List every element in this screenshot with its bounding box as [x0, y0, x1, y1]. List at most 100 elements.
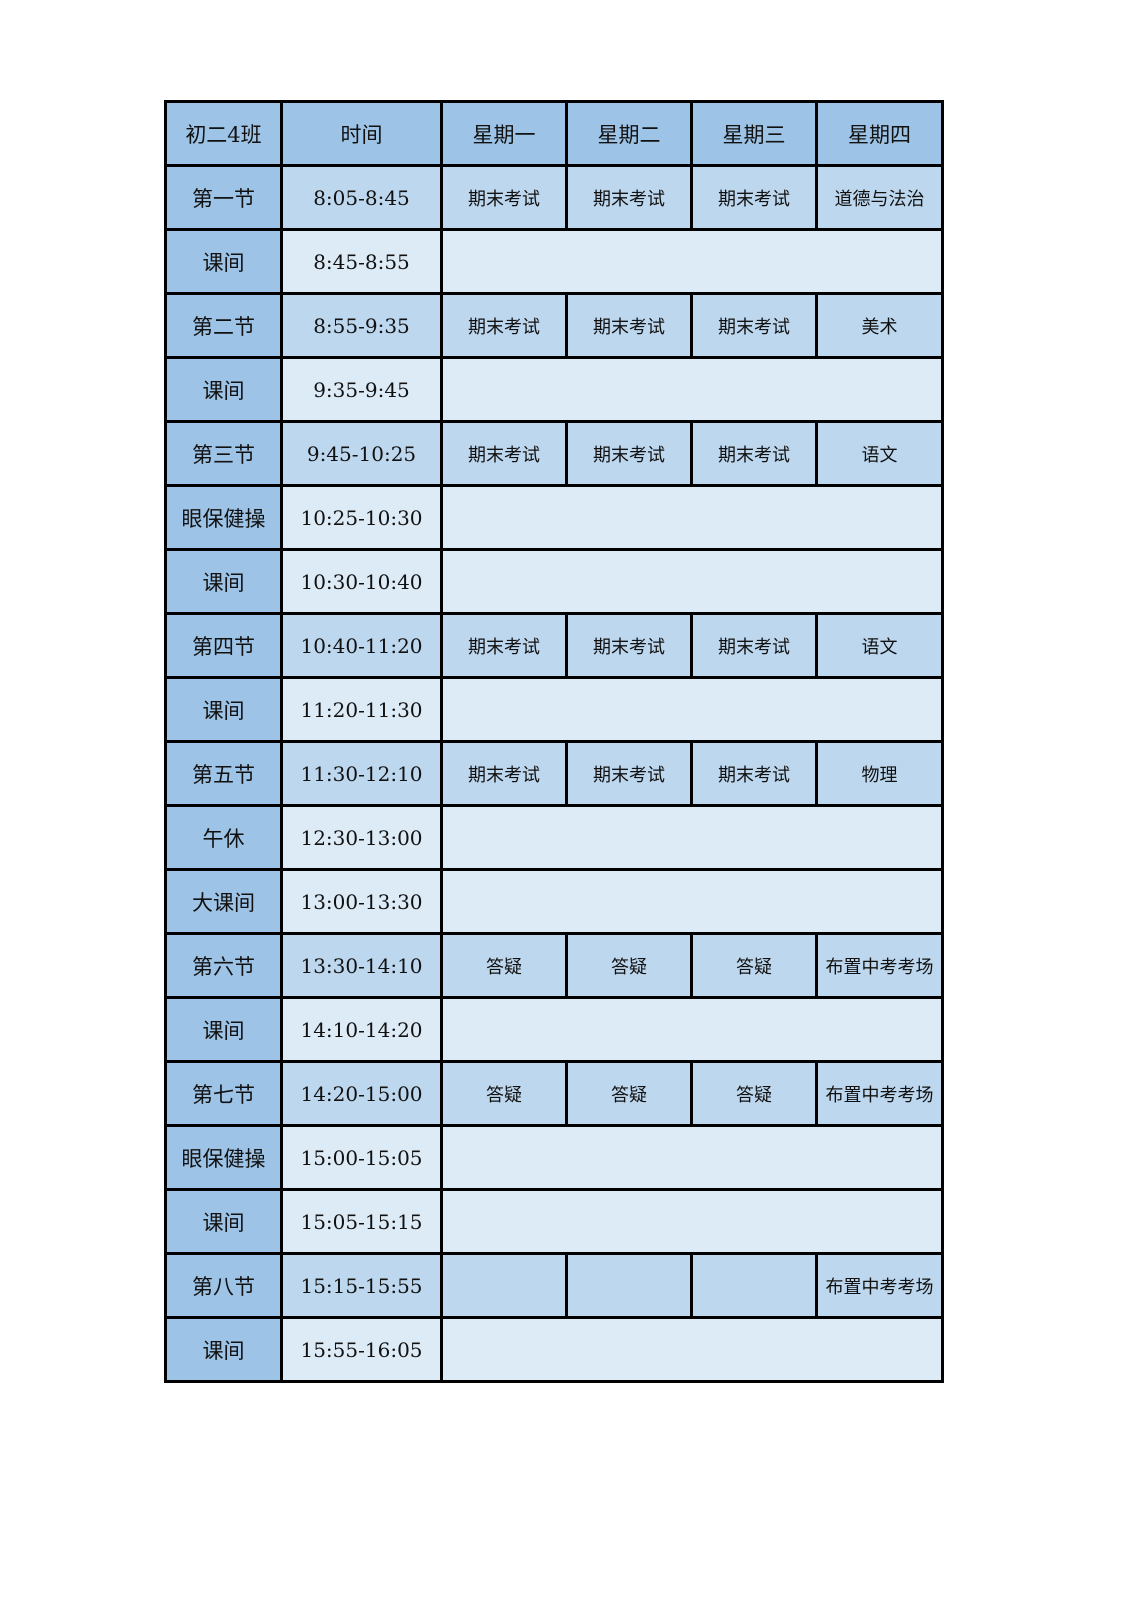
period-label: 课间 [164, 676, 283, 743]
class-row: 第五节 11:30-12:10 期末考试 期末考试 期末考试 物理 [164, 740, 944, 807]
subject-cell: 答疑 [440, 932, 568, 999]
period-label: 课间 [164, 356, 283, 423]
subject-cell: 期末考试 [565, 164, 693, 231]
period-time: 15:05-15:15 [280, 1188, 443, 1255]
period-time: 9:35-9:45 [280, 356, 443, 423]
period-time: 14:10-14:20 [280, 996, 443, 1063]
period-time: 13:00-13:30 [280, 868, 443, 935]
period-label: 课间 [164, 996, 283, 1063]
break-fill [440, 1316, 944, 1383]
subject-cell: 答疑 [565, 932, 693, 999]
break-fill [440, 356, 944, 423]
subject-cell: 答疑 [690, 932, 818, 999]
subject-cell: 美术 [815, 292, 944, 359]
period-time: 13:30-14:10 [280, 932, 443, 999]
wednesday-header: 星期三 [690, 100, 818, 167]
period-label: 第一节 [164, 164, 283, 231]
period-label: 第六节 [164, 932, 283, 999]
subject-cell: 期末考试 [565, 420, 693, 487]
subject-cell: 期末考试 [565, 612, 693, 679]
break-row: 课间 8:45-8:55 [164, 228, 944, 295]
subject-cell: 期末考试 [565, 740, 693, 807]
subject-cell: 答疑 [440, 1060, 568, 1127]
subject-cell: 期末考试 [440, 164, 568, 231]
subject-cell: 期末考试 [440, 292, 568, 359]
period-time: 10:25-10:30 [280, 484, 443, 551]
period-time: 15:15-15:55 [280, 1252, 443, 1319]
subject-cell: 布置中考考场 [815, 1060, 944, 1127]
break-row: 课间 10:30-10:40 [164, 548, 944, 615]
subject-cell [565, 1252, 693, 1319]
subject-cell: 语文 [815, 612, 944, 679]
break-row: 课间 15:05-15:15 [164, 1188, 944, 1255]
break-row: 课间 11:20-11:30 [164, 676, 944, 743]
tuesday-header: 星期二 [565, 100, 693, 167]
break-row: 眼保健操 10:25-10:30 [164, 484, 944, 551]
subject-cell [690, 1252, 818, 1319]
period-time: 15:55-16:05 [280, 1316, 443, 1383]
subject-cell: 期末考试 [690, 292, 818, 359]
class-row: 第三节 9:45-10:25 期末考试 期末考试 期末考试 语文 [164, 420, 944, 487]
subject-cell: 期末考试 [565, 292, 693, 359]
class-row: 第四节 10:40-11:20 期末考试 期末考试 期末考试 语文 [164, 612, 944, 679]
period-time: 15:00-15:05 [280, 1124, 443, 1191]
break-row: 午休 12:30-13:00 [164, 804, 944, 871]
break-fill [440, 1124, 944, 1191]
break-fill [440, 804, 944, 871]
period-label: 眼保健操 [164, 1124, 283, 1191]
period-label: 午休 [164, 804, 283, 871]
period-time: 11:30-12:10 [280, 740, 443, 807]
subject-cell [440, 1252, 568, 1319]
period-label: 课间 [164, 548, 283, 615]
break-row: 课间 15:55-16:05 [164, 1316, 944, 1383]
period-label: 大课间 [164, 868, 283, 935]
period-label: 第八节 [164, 1252, 283, 1319]
class-row: 第七节 14:20-15:00 答疑 答疑 答疑 布置中考考场 [164, 1060, 944, 1127]
period-time: 11:20-11:30 [280, 676, 443, 743]
period-time: 8:45-8:55 [280, 228, 443, 295]
subject-cell: 答疑 [690, 1060, 818, 1127]
break-fill [440, 868, 944, 935]
class-row: 第二节 8:55-9:35 期末考试 期末考试 期末考试 美术 [164, 292, 944, 359]
subject-cell: 答疑 [565, 1060, 693, 1127]
period-time: 8:05-8:45 [280, 164, 443, 231]
period-label: 眼保健操 [164, 484, 283, 551]
period-time: 10:40-11:20 [280, 612, 443, 679]
header-row: 初二4班 时间 星期一 星期二 星期三 星期四 [164, 100, 944, 167]
subject-cell: 期末考试 [690, 164, 818, 231]
period-time: 8:55-9:35 [280, 292, 443, 359]
class-row: 第八节 15:15-15:55 布置中考考场 [164, 1252, 944, 1319]
period-time: 14:20-15:00 [280, 1060, 443, 1127]
period-label: 第二节 [164, 292, 283, 359]
break-row: 大课间 13:00-13:30 [164, 868, 944, 935]
period-label: 课间 [164, 1316, 283, 1383]
subject-cell: 期末考试 [690, 740, 818, 807]
period-label: 课间 [164, 1188, 283, 1255]
period-label: 第四节 [164, 612, 283, 679]
thursday-header: 星期四 [815, 100, 944, 167]
period-label: 第七节 [164, 1060, 283, 1127]
period-time: 12:30-13:00 [280, 804, 443, 871]
subject-cell: 期末考试 [690, 420, 818, 487]
class-row: 第一节 8:05-8:45 期末考试 期末考试 期末考试 道德与法治 [164, 164, 944, 231]
subject-cell: 布置中考考场 [815, 1252, 944, 1319]
subject-cell: 期末考试 [440, 420, 568, 487]
period-label: 课间 [164, 228, 283, 295]
subject-cell: 期末考试 [440, 740, 568, 807]
subject-cell: 物理 [815, 740, 944, 807]
break-fill [440, 996, 944, 1063]
break-fill [440, 228, 944, 295]
break-fill [440, 1188, 944, 1255]
break-fill [440, 548, 944, 615]
period-time: 9:45-10:25 [280, 420, 443, 487]
subject-cell: 布置中考考场 [815, 932, 944, 999]
break-fill [440, 484, 944, 551]
period-label: 第三节 [164, 420, 283, 487]
period-label: 第五节 [164, 740, 283, 807]
class-row: 第六节 13:30-14:10 答疑 答疑 答疑 布置中考考场 [164, 932, 944, 999]
period-time: 10:30-10:40 [280, 548, 443, 615]
subject-cell: 语文 [815, 420, 944, 487]
subject-cell: 道德与法治 [815, 164, 944, 231]
break-row: 眼保健操 15:00-15:05 [164, 1124, 944, 1191]
break-fill [440, 676, 944, 743]
